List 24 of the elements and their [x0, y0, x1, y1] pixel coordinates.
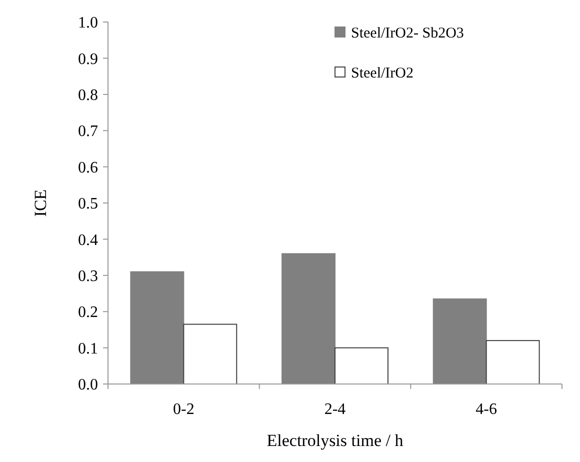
legend-label: Steel/IrO2	[351, 65, 414, 82]
x-tick-label: 0-2	[173, 401, 194, 418]
y-axis-title: ICE	[31, 189, 50, 217]
bar	[432, 298, 487, 384]
y-tick-label: 0.2	[78, 304, 98, 322]
y-tick-label: 0.5	[78, 196, 98, 213]
y-tick-label: 0.9	[78, 50, 98, 68]
y-tick-label: 0.6	[78, 159, 98, 176]
x-tick-label: 4-6	[476, 401, 497, 418]
x-axis-title: Electrolysis time / h	[266, 431, 404, 450]
y-tick-label: 1.0	[78, 14, 98, 32]
bar	[486, 340, 540, 384]
y-tick-label: 0.7	[78, 123, 98, 140]
y-tick-label: 0.0	[78, 376, 98, 394]
bar	[282, 253, 336, 384]
bar	[183, 324, 238, 384]
y-tick-label: 0.8	[78, 87, 98, 104]
y-tick-label: 0.3	[78, 268, 98, 285]
x-tick-label: 2-4	[324, 401, 346, 418]
y-tick-label: 0.1	[78, 340, 98, 358]
y-tick-label: 0.4	[78, 232, 98, 249]
bar	[334, 347, 388, 384]
legend-label: Steel/IrO2- Sb2O3	[351, 25, 464, 42]
bar	[130, 271, 184, 384]
